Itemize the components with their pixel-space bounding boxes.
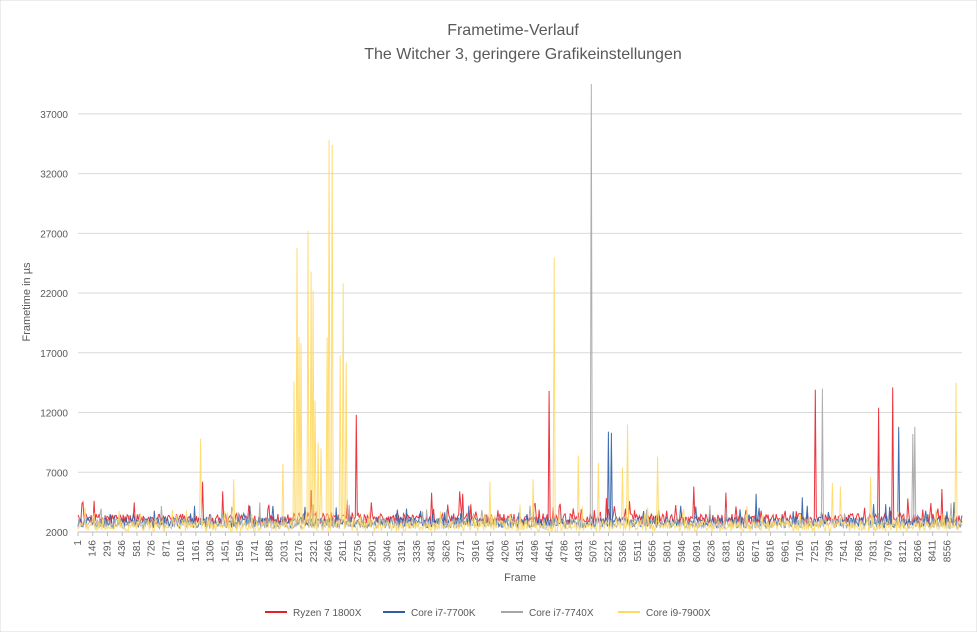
x-tick-label: 5511 bbox=[633, 540, 644, 562]
x-tick-label: 3916 bbox=[471, 540, 482, 563]
x-axis-ticks: 1 146 291 436 581 726 871 1016 1161 1306 1451 1596 1… bbox=[73, 532, 953, 562]
x-tick-label: 2611 bbox=[338, 540, 349, 562]
y-tick-label: 17000 bbox=[40, 349, 68, 360]
legend-item-1: Ryzen 7 1800X bbox=[265, 608, 362, 619]
x-tick-label: 4206 bbox=[500, 540, 511, 563]
x-tick-label: 6671 bbox=[751, 540, 762, 563]
x-tick-label: 291 bbox=[102, 540, 113, 557]
x-tick-label: 6091 bbox=[692, 540, 703, 563]
y-tick-label: 12000 bbox=[40, 409, 68, 420]
x-tick-label: 1886 bbox=[265, 540, 276, 563]
x-tick-label: 7396 bbox=[824, 540, 835, 563]
x-tick-label: 3336 bbox=[412, 540, 423, 563]
legend-item-3: Core i7-7740X bbox=[501, 608, 594, 619]
x-tick-label: 7976 bbox=[883, 540, 894, 563]
series-lines bbox=[77, 83, 963, 533]
x-tick-label: 5801 bbox=[662, 540, 673, 563]
x-tick-label: 1306 bbox=[206, 540, 217, 563]
y-axis-ticks: 2000 7000 12000 17000 22000 27000 32000 37000 bbox=[40, 110, 68, 539]
legend-label: Core i7-7700K bbox=[411, 608, 476, 619]
y-tick-label: 7000 bbox=[46, 468, 69, 479]
x-tick-label: 1016 bbox=[176, 540, 187, 563]
x-tick-label: 1161 bbox=[191, 540, 202, 562]
x-tick-label: 4351 bbox=[515, 540, 526, 563]
x-tick-label: 8556 bbox=[942, 540, 953, 563]
x-tick-label: 2031 bbox=[279, 540, 290, 563]
x-tick-label: 1741 bbox=[250, 540, 261, 563]
legend-item-4: Core i9-7900X bbox=[618, 608, 711, 619]
legend: Ryzen 7 1800X Core i7-7700K Core i7-7740X C… bbox=[265, 608, 711, 619]
x-tick-label: 6236 bbox=[707, 540, 718, 563]
x-tick-label: 2756 bbox=[353, 540, 364, 563]
x-tick-label: 5076 bbox=[589, 540, 600, 563]
x-tick-label: 7831 bbox=[869, 540, 880, 563]
series-line-4 bbox=[77, 140, 963, 533]
y-tick-label: 32000 bbox=[40, 170, 68, 181]
x-tick-label: 2321 bbox=[309, 540, 320, 563]
x-tick-label: 8121 bbox=[898, 540, 909, 563]
x-tick-label: 581 bbox=[132, 540, 143, 557]
x-tick-label: 5946 bbox=[677, 540, 688, 563]
x-tick-label: 2466 bbox=[323, 540, 334, 563]
chart-subtitle: The Witcher 3, geringere Grafikeinstellu… bbox=[364, 46, 682, 63]
x-tick-label: 5366 bbox=[618, 540, 629, 563]
legend-item-2: Core i7-7700K bbox=[383, 608, 476, 619]
x-tick-label: 871 bbox=[161, 540, 172, 557]
x-tick-label: 6381 bbox=[721, 540, 732, 563]
y-tick-label: 27000 bbox=[40, 229, 68, 240]
x-tick-label: 7686 bbox=[854, 540, 865, 563]
x-tick-label: 7106 bbox=[795, 540, 806, 563]
y-tick-label: 37000 bbox=[40, 110, 68, 121]
x-tick-label: 3481 bbox=[427, 540, 438, 563]
x-tick-label: 4496 bbox=[530, 540, 541, 563]
x-tick-label: 436 bbox=[117, 540, 128, 557]
chart-title: Frametime-Verlauf bbox=[447, 22, 579, 39]
x-tick-label: 3626 bbox=[441, 540, 452, 563]
x-tick-label: 6526 bbox=[736, 540, 747, 563]
x-tick-label: 1451 bbox=[220, 540, 231, 563]
x-tick-label: 4786 bbox=[559, 540, 570, 563]
x-tick-label: 2176 bbox=[294, 540, 305, 563]
y-tick-label: 2000 bbox=[46, 528, 69, 539]
x-tick-label: 8266 bbox=[913, 540, 924, 563]
x-tick-label: 3046 bbox=[382, 540, 393, 563]
legend-label: Core i9-7900X bbox=[646, 608, 711, 619]
x-tick-label: 4641 bbox=[545, 540, 556, 563]
x-tick-label: 4061 bbox=[486, 540, 497, 563]
x-tick-label: 726 bbox=[147, 540, 158, 557]
x-tick-label: 7251 bbox=[810, 540, 821, 563]
y-tick-label: 22000 bbox=[40, 289, 68, 300]
x-tick-label: 146 bbox=[88, 540, 99, 557]
x-tick-label: 6816 bbox=[766, 540, 777, 563]
x-tick-label: 3771 bbox=[456, 540, 467, 563]
x-tick-label: 5656 bbox=[648, 540, 659, 563]
x-tick-label: 6961 bbox=[780, 540, 791, 563]
y-axis-title: Frametime in µs bbox=[21, 262, 33, 342]
x-tick-label: 1596 bbox=[235, 540, 246, 563]
x-tick-label: 3191 bbox=[397, 540, 408, 563]
x-axis-title: Frame bbox=[504, 572, 536, 584]
x-tick-label: 4931 bbox=[574, 540, 585, 563]
legend-label: Ryzen 7 1800X bbox=[293, 608, 362, 619]
x-tick-label: 7541 bbox=[839, 540, 850, 563]
x-tick-label: 8411 bbox=[928, 540, 939, 562]
x-tick-label: 5221 bbox=[603, 540, 614, 563]
legend-label: Core i7-7740X bbox=[529, 608, 594, 619]
x-tick-label: 2901 bbox=[368, 540, 379, 563]
x-tick-label: 1 bbox=[73, 540, 84, 546]
